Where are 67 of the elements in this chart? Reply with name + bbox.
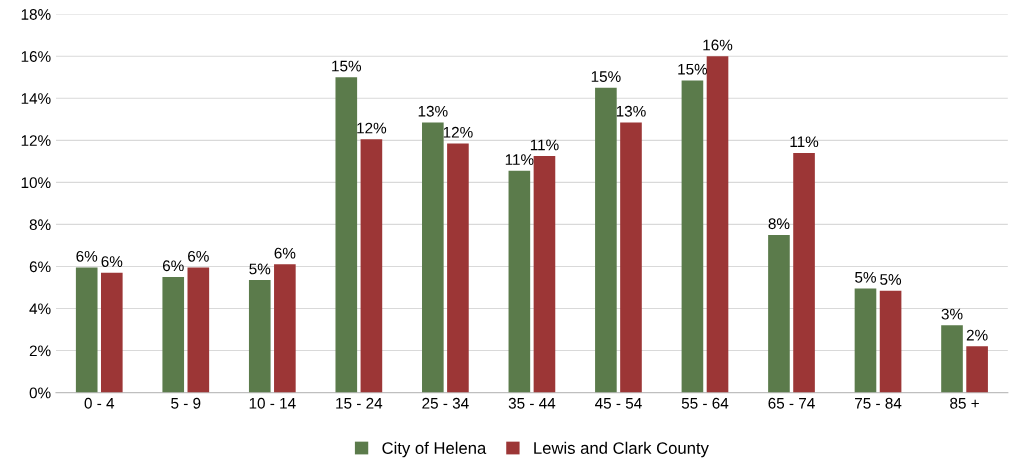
x-tick-label: 35 - 44 xyxy=(508,397,556,409)
data-label: 16% xyxy=(703,39,733,51)
y-tick-label: 16% xyxy=(21,51,51,62)
bar xyxy=(768,234,790,393)
data-label: 11% xyxy=(790,136,819,148)
x-tick-label: 85 + xyxy=(950,397,979,409)
x-tick-label: 45 - 54 xyxy=(595,398,642,409)
bar xyxy=(335,77,358,393)
bar xyxy=(360,139,383,393)
bar xyxy=(422,122,444,393)
x-tick-label: 5 - 9 xyxy=(171,397,201,409)
y-tick-label: 4% xyxy=(29,303,51,315)
y-tick-label: 6% xyxy=(29,261,51,273)
x-tick-label: 55 - 64 xyxy=(681,397,729,409)
bar xyxy=(533,156,556,393)
bar xyxy=(248,280,271,393)
x-tick-label: 15 - 24 xyxy=(336,397,383,409)
data-label: 5% xyxy=(249,263,271,275)
data-label: 2% xyxy=(966,329,988,341)
y-tick-label: 0% xyxy=(29,387,51,399)
data-label: 15% xyxy=(332,60,362,72)
data-label: 6% xyxy=(162,260,184,272)
x-tick-label: 75 - 84 xyxy=(855,397,902,409)
y-tick-label: 2% xyxy=(29,345,51,357)
bar xyxy=(941,325,963,393)
bar xyxy=(274,264,296,393)
data-label: 5% xyxy=(855,271,876,283)
y-tick-label: 12% xyxy=(21,135,51,146)
legend-label: City of Helena xyxy=(382,441,487,458)
data-label: 11% xyxy=(530,139,559,151)
bar xyxy=(966,346,988,393)
bar xyxy=(706,56,729,393)
data-label: 13% xyxy=(418,105,448,117)
data-label: 12% xyxy=(443,126,473,138)
bar xyxy=(854,288,877,393)
y-tick-label: 10% xyxy=(21,177,51,189)
bar xyxy=(620,122,642,393)
data-label: 15% xyxy=(678,63,708,75)
x-tick-label: 0 - 4 xyxy=(84,397,115,409)
bar xyxy=(162,276,185,393)
data-label: 8% xyxy=(768,218,790,230)
bar xyxy=(508,170,531,393)
data-label: 13% xyxy=(616,105,646,117)
data-label: 6% xyxy=(101,256,123,267)
data-label: 3% xyxy=(941,308,963,320)
data-label: 6% xyxy=(76,250,98,262)
data-label: 5% xyxy=(880,274,902,285)
data-label: 6% xyxy=(274,247,296,259)
legend-label: Lewis and Clark County xyxy=(534,441,709,458)
y-tick-label: 14% xyxy=(21,93,51,104)
bar xyxy=(187,267,210,393)
x-tick-label: 65 - 74 xyxy=(768,397,815,409)
data-label: 6% xyxy=(188,250,209,262)
bar xyxy=(447,143,469,393)
x-tick-label: 10 - 14 xyxy=(249,397,296,409)
x-tick-label: 25 - 34 xyxy=(422,397,469,409)
bar xyxy=(75,267,98,393)
bar xyxy=(793,152,815,393)
bar xyxy=(879,290,902,393)
y-tick-label: 18% xyxy=(21,9,51,20)
data-label: 12% xyxy=(357,122,387,134)
bar xyxy=(595,87,617,393)
bar xyxy=(100,272,123,393)
data-label: 15% xyxy=(591,71,621,82)
data-label: 11% xyxy=(505,154,534,165)
bar xyxy=(681,80,704,393)
y-tick-label: 8% xyxy=(29,219,51,231)
